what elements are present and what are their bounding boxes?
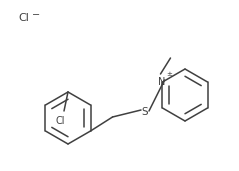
Text: ±: ±: [167, 71, 172, 77]
Text: −: −: [32, 10, 40, 20]
Text: S: S: [142, 107, 148, 117]
Text: N: N: [158, 77, 165, 87]
Text: Cl: Cl: [18, 13, 29, 23]
Text: Cl: Cl: [55, 116, 65, 126]
